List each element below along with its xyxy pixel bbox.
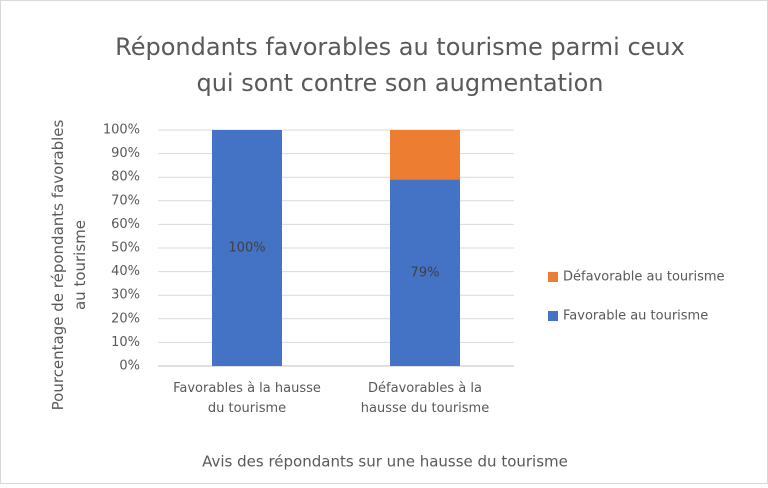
text-line: Défavorables à la bbox=[368, 381, 482, 396]
y-tick-label: 50% bbox=[111, 241, 140, 256]
text-line: Pourcentage de répondants favorables bbox=[49, 119, 67, 410]
text-line: hausse du tourisme bbox=[361, 401, 489, 416]
bar-segment bbox=[212, 130, 282, 366]
x-axis-label: Avis des répondants sur une hausse du to… bbox=[202, 453, 568, 471]
legend-label: Favorable au tourisme bbox=[563, 309, 708, 324]
y-tick-label: 40% bbox=[111, 264, 140, 279]
data-label: 79% bbox=[411, 265, 440, 280]
x-tick-label: Favorables à la hausse du tourisme bbox=[173, 381, 321, 416]
text-line: du tourisme bbox=[208, 401, 286, 416]
bar-segment bbox=[390, 179, 460, 366]
bar-segment bbox=[390, 130, 460, 180]
legend-label: Défavorable au tourisme bbox=[563, 270, 725, 285]
text-line: Favorables à la hausse bbox=[173, 381, 321, 396]
y-axis-label: Pourcentage de répondants favorables au t… bbox=[49, 119, 89, 410]
y-tick-label: 0% bbox=[119, 359, 140, 374]
x-tick-label: Défavorables à la hausse du tourisme bbox=[361, 381, 489, 416]
legend-swatch bbox=[548, 272, 558, 282]
text-line: Répondants favorables au tourisme parmi … bbox=[115, 33, 685, 61]
data-label: 100% bbox=[228, 241, 265, 256]
y-tick-label: 10% bbox=[111, 335, 140, 350]
y-tick-label: 60% bbox=[111, 217, 140, 232]
legend-swatch bbox=[548, 311, 558, 321]
text-line: au tourisme bbox=[71, 220, 89, 310]
y-tick-label: 80% bbox=[111, 170, 140, 185]
y-tick-label: 70% bbox=[111, 193, 140, 208]
y-tick-label: 90% bbox=[111, 146, 140, 161]
text-line: qui sont contre son augmentation bbox=[196, 69, 603, 97]
chart-title: Répondants favorables au tourisme parmi … bbox=[115, 33, 685, 97]
y-tick-label: 20% bbox=[111, 311, 140, 326]
y-tick-label: 30% bbox=[111, 288, 140, 303]
y-tick-label: 100% bbox=[103, 123, 140, 138]
